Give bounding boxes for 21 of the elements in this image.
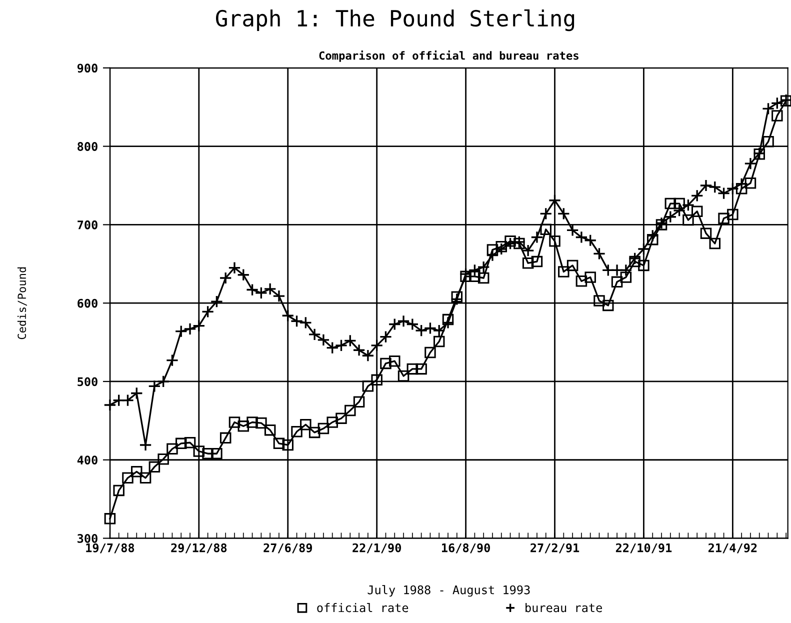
x-tick-label: 27/6/89 <box>264 543 312 554</box>
x-tick-label: 27/2/91 <box>530 543 580 554</box>
x-tick-label: 19/7/88 <box>86 543 134 554</box>
y-tick-label: 300 <box>78 534 98 543</box>
x-tick-label: 22/1/90 <box>352 543 401 554</box>
legend-label: official rate <box>317 602 408 612</box>
x-tick-label: 16/8/90 <box>442 543 490 554</box>
y-tick-label: 500 <box>78 377 98 386</box>
y-tick-label: 600 <box>78 298 98 308</box>
x-tick-label: 22/10/91 <box>616 543 672 554</box>
y-tick-label: 900 <box>77 64 98 73</box>
y-axis-title: Cedis/Pound <box>17 267 27 340</box>
y-tick-label: 400 <box>77 456 98 465</box>
x-tick-label: 21/4/92 <box>708 543 757 554</box>
chart-title: Graph 1: The Pound Sterling <box>216 9 574 32</box>
y-tick-label: 700 <box>78 220 98 230</box>
legend-label: bureau rate <box>526 603 602 612</box>
x-tick-label: 29/12/88 <box>171 543 227 554</box>
y-tick-label: 800 <box>78 142 98 151</box>
chart-subtitle: Comparison of official and bureau rates <box>319 50 578 62</box>
x-axis-title: July 1988 - August 1993 <box>368 585 530 597</box>
